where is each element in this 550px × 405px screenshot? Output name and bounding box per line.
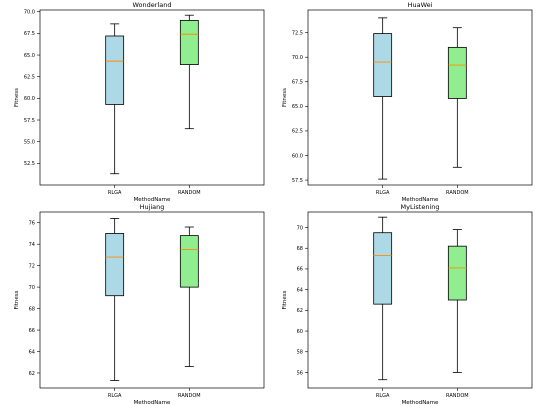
chart-title: MyListening	[401, 203, 440, 211]
plot-frame	[39, 9, 265, 186]
iqr-box	[105, 35, 125, 105]
x-tick-label: RLGA	[108, 190, 122, 196]
iqr-box	[447, 245, 467, 301]
x-axis-label: MethodName	[134, 400, 171, 405]
box-random	[179, 226, 199, 367]
y-tick-label: 52.5	[24, 161, 35, 167]
y-tick-label: 66	[29, 328, 35, 334]
box-rlga	[373, 216, 393, 381]
x-axis-label: MethodName	[402, 400, 439, 405]
x-tick-label: RANDOM	[178, 393, 201, 399]
x-tick-label: RLGA	[376, 190, 390, 196]
box-rlga	[105, 218, 125, 381]
y-axis-label: Fitness	[282, 88, 288, 107]
y-tick-label: 74	[29, 242, 35, 248]
x-axis-label: MethodName	[134, 197, 171, 203]
box-rlga	[373, 17, 393, 180]
y-tick-label: 62	[297, 308, 303, 314]
y-tick-label: 72	[29, 263, 35, 269]
box-rlga	[105, 23, 125, 175]
y-tick-label: 55.0	[24, 139, 35, 145]
y-tick-label: 56	[297, 370, 303, 376]
y-tick-label: 65.0	[292, 104, 303, 110]
box-random	[179, 14, 199, 130]
x-tick-label: RLGA	[108, 393, 122, 399]
y-tick-label: 65.0	[24, 53, 35, 59]
chart-panel-huawei: HuaWei 57.5 60.0 62.5 65.0 67.5 70.0 72.5 RLGA RA…	[282, 1, 533, 203]
iqr-box	[373, 33, 393, 97]
y-tick-label: 64	[29, 349, 35, 355]
y-tick-label: 70.0	[292, 55, 303, 61]
chart-title: Wonderland	[133, 1, 172, 9]
y-tick-label: 70	[297, 225, 303, 231]
y-axis-label: Fitness	[282, 290, 288, 309]
y-tick-label: 60.0	[292, 153, 303, 159]
y-axis-label: Fitness	[14, 290, 20, 309]
box-random	[447, 229, 467, 373]
y-tick-label: 68	[29, 306, 35, 312]
box-random	[447, 27, 467, 168]
chart-title: HuaWei	[408, 1, 433, 9]
y-tick-label: 68	[297, 246, 303, 252]
y-tick-label: 70.0	[24, 10, 35, 16]
y-tick-label: 67.5	[24, 31, 35, 37]
y-tick-label: 67.5	[292, 80, 303, 86]
chart-panel-wonderland: Wonderland 52.5 55.0 57.5 60.0 62.5 65.0 67.5 70…	[14, 1, 265, 203]
chart-panel-hujiang: Hujiang 62 64 66 68 70 72 74 76 RLGA RANDOM MethodN…	[14, 203, 265, 405]
iqr-box	[105, 233, 125, 297]
y-tick-label: 58	[297, 350, 303, 356]
y-tick-label: 62.5	[24, 75, 35, 81]
y-tick-label: 72.5	[292, 30, 303, 36]
iqr-box	[179, 235, 199, 288]
y-tick-label: 66	[297, 267, 303, 273]
x-tick-label: RANDOM	[446, 190, 469, 196]
y-tick-label: 60	[297, 329, 303, 335]
y-tick-label: 70	[29, 285, 35, 291]
plot-frame	[307, 211, 533, 389]
y-tick-label: 60.0	[24, 96, 35, 102]
x-tick-label: RANDOM	[178, 190, 201, 196]
y-tick-label: 57.5	[24, 118, 35, 124]
x-tick-label: RLGA	[376, 393, 390, 399]
iqr-box	[373, 232, 393, 305]
x-axis-label: MethodName	[402, 197, 439, 203]
y-tick-label: 76	[29, 221, 35, 227]
y-tick-label: 62	[29, 371, 35, 377]
y-tick-label: 57.5	[292, 178, 303, 184]
plot-frame	[39, 211, 265, 389]
y-tick-label: 64	[297, 287, 303, 293]
iqr-box	[179, 19, 199, 65]
chart-title: Hujiang	[140, 203, 165, 211]
y-tick-label: 62.5	[292, 129, 303, 135]
chart-panel-mylistening: MyListening 56 58 60 62 64 66 68 70 RLGA RANDOM Met…	[282, 203, 533, 405]
iqr-box	[447, 46, 467, 99]
x-tick-label: RANDOM	[446, 393, 469, 399]
y-axis-label: Fitness	[14, 88, 20, 107]
plot-frame	[307, 9, 533, 186]
